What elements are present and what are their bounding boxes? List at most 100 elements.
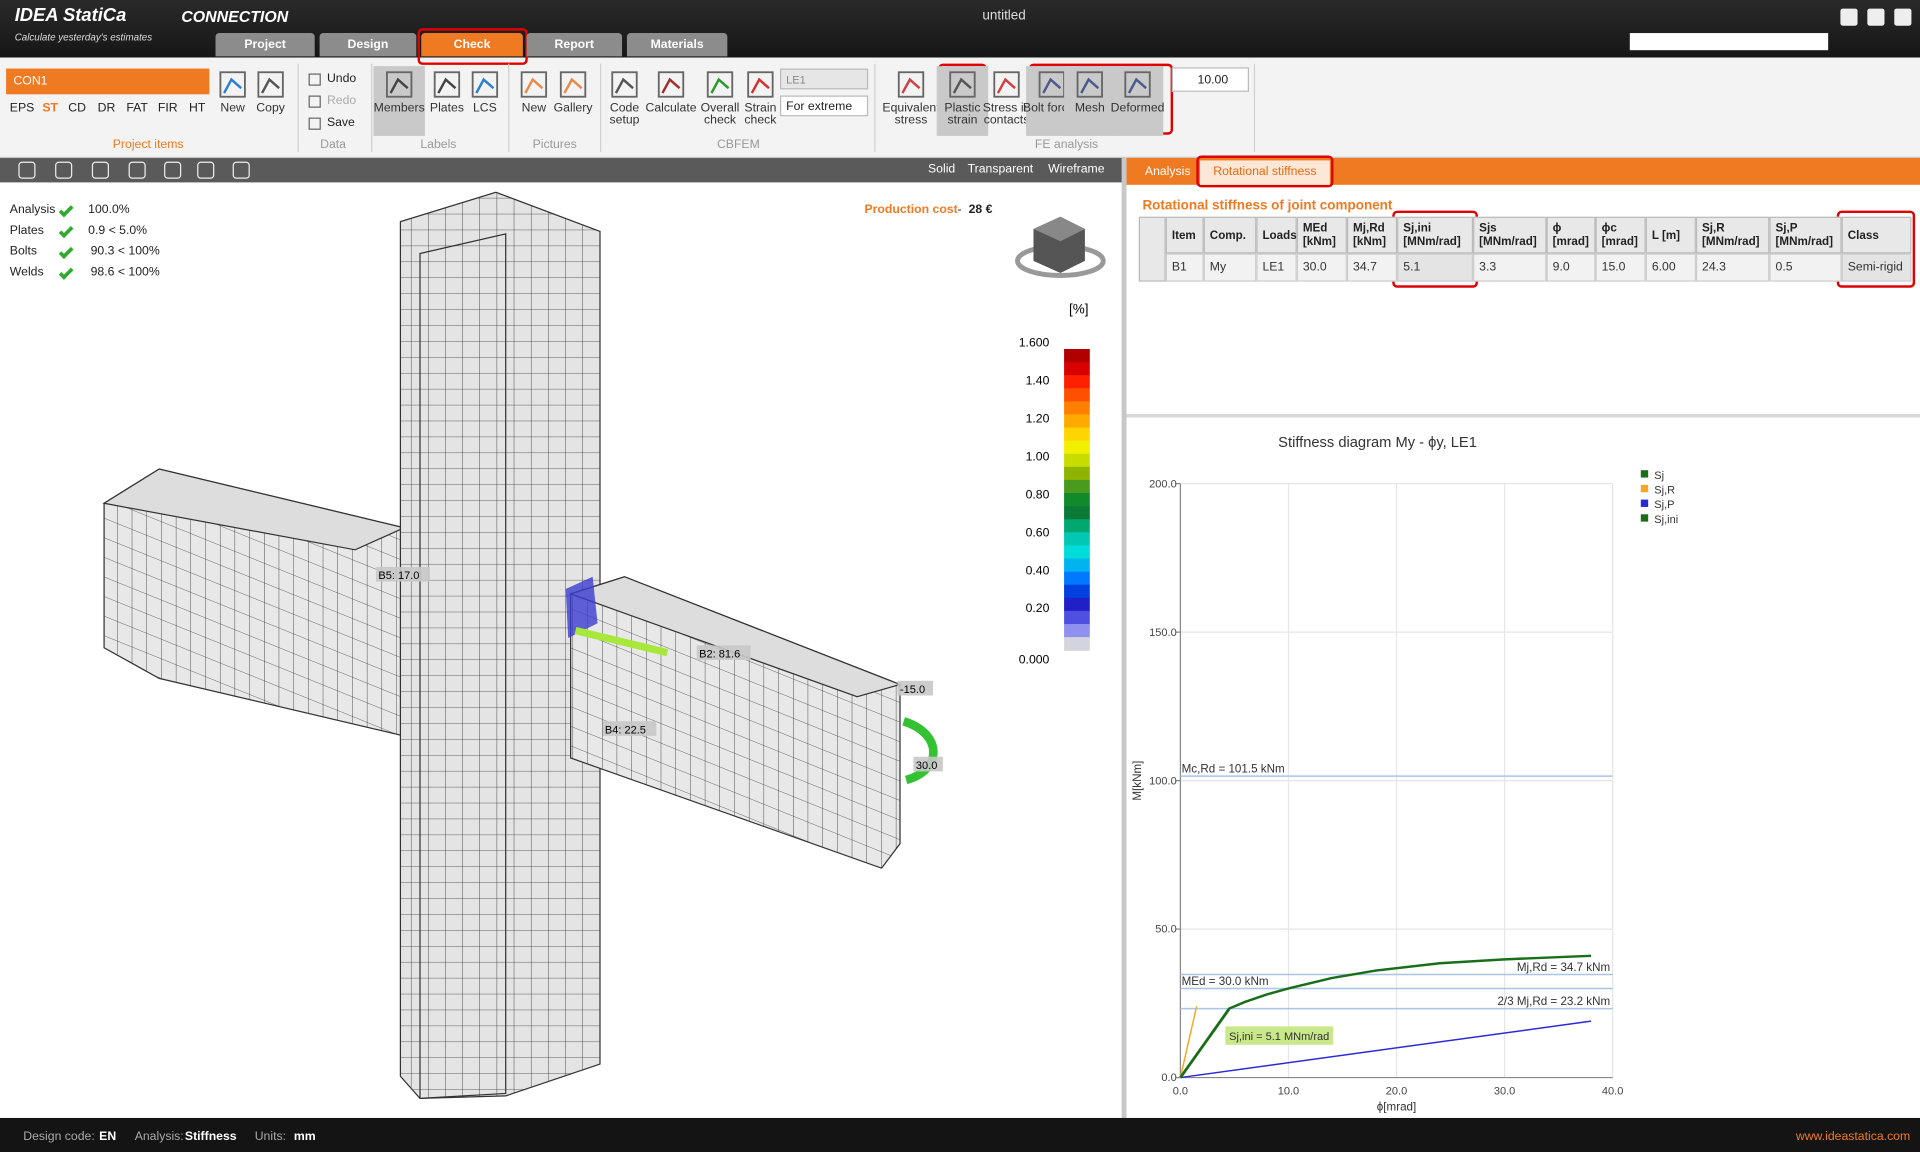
panel-tab-active[interactable]: Rotational stiffness [1200,160,1330,185]
ribbon-button[interactable]: Stress in contacts [982,101,1031,128]
menu-tab[interactable]: Materials [626,33,728,57]
view-tool[interactable] [232,161,250,179]
project-type[interactable]: HT [188,101,206,116]
project-type[interactable]: ST [42,101,59,116]
view-tool[interactable] [197,161,215,179]
ribbon-button[interactable]: Plates [429,101,464,116]
maximize-button[interactable] [1867,8,1885,26]
data-icon [308,73,321,86]
table-header-cell: Class [1841,216,1912,254]
table-cell: 3.3 [1473,253,1547,282]
project-selector[interactable]: CON1 [6,68,210,95]
icon-glyph [437,77,457,94]
x-tick-label: 20.0 [1386,1086,1407,1098]
annotation-bg [1225,1026,1334,1045]
ribbon-group-label: Data [320,138,346,152]
button-icon [471,71,499,98]
button-active-bg [1064,66,1116,136]
menu-tab[interactable]: Report [526,33,623,57]
ribbon-button[interactable]: LCS [472,101,497,116]
ribbon-button[interactable]: Equivalent stress [882,101,940,128]
button-icon [657,71,685,98]
ribbon-button[interactable]: Code setup [609,101,640,128]
data-button[interactable]: Redo [326,94,357,108]
view-mode[interactable]: Wireframe [1048,162,1105,177]
menu-tab[interactable]: Check [421,33,523,57]
member-label-text: B5: 17.0 [378,570,419,582]
icon-frame [1038,71,1066,98]
button-icon [1124,71,1151,98]
ribbon-button[interactable]: Calculate [645,101,697,116]
view-mode[interactable]: Transparent [967,162,1034,177]
project-type[interactable]: EPS [9,101,35,116]
icon-frame [657,71,685,98]
menu-tab[interactable]: Design [319,33,417,57]
ribbon-button[interactable]: Members [373,101,425,116]
ribbon-button[interactable]: New [521,101,547,116]
reference-label: Mj,Rd = 34.7 kNm [1517,961,1610,974]
ribbon-button[interactable]: Plastic strain [944,101,981,128]
check-value: 0.9 < 5.0% [88,224,148,238]
member-label-bg [375,566,430,582]
icon-frame [1124,71,1151,98]
status-text: Stiffness [184,1130,237,1144]
member-label-bg [897,680,934,696]
icon-frame [219,71,246,98]
data-button[interactable]: Undo [326,72,357,86]
view-tool[interactable] [164,161,182,179]
ribbon-button[interactable]: Strain check [744,101,777,128]
check-value: 90.3 < 100% [90,244,160,259]
icon-frame [897,71,925,98]
ribbon-button[interactable]: Copy [256,101,285,116]
member-label: B4: 22.5 [602,721,657,736]
panel-tab[interactable]: Analysis [1144,165,1191,179]
table-cell: 9.0 [1546,253,1596,282]
close-button[interactable] [1894,8,1912,26]
minimize-button[interactable] [1840,8,1858,26]
project-type[interactable]: DR [97,101,116,116]
ribbon-button[interactable]: Mesh [1074,101,1105,116]
production-cost-separator: - [957,203,962,217]
stiffness-chart: Stiffness diagram My - ϕy, LE1 0.0 10.0 20.… [1131,435,1678,1114]
icon-frame [386,71,413,98]
legend-swatch [1064,637,1090,651]
ribbon-separator [600,63,602,152]
project-type[interactable]: CD [68,101,86,116]
ribbon-button[interactable]: Overall check [700,101,740,128]
member-label-text: -15.0 [900,684,925,696]
ribbon-button[interactable]: Deformed [1110,101,1165,116]
status-website[interactable]: www.ideastatica.com [1795,1130,1911,1144]
series-line [1179,954,1592,1079]
table-header-cell: Sj,R [MNm/rad] [1695,216,1770,254]
view-tool[interactable] [18,161,36,179]
menu-tab[interactable]: Project [215,33,315,57]
legend-swatch [1064,558,1090,573]
ribbon-button[interactable]: Gallery [553,101,593,116]
check-value: 98.6 < 100% [90,265,160,280]
reference-label: 2/3 Mj,Rd = 23.2 kNm [1497,995,1610,1008]
project-type[interactable]: FIR [157,101,178,116]
view-mode[interactable]: Solid [928,162,956,177]
button-icon [897,71,925,98]
x-tick-label: 0.0 [1173,1086,1188,1098]
table-header-cell: Item [1165,216,1204,254]
view-tool[interactable] [55,161,73,179]
load-case-dropdown[interactable]: LE1 [780,68,869,90]
bolt-force-arrow [574,627,669,657]
button-icon [949,71,976,98]
mode-dropdown[interactable]: For extreme [780,95,869,117]
scale-input[interactable]: 10.00 [1171,67,1249,92]
data-button[interactable]: Save [326,116,355,130]
legend-label: 0.40 [1026,563,1050,577]
search-box[interactable] [1629,33,1829,51]
production-cost-value: 28 € [968,203,993,217]
button-icon [559,71,587,98]
legend-swatch [1064,348,1090,363]
project-type[interactable]: FAT [126,101,148,116]
legend-swatch [1064,427,1090,442]
ribbon-button[interactable]: New [220,101,245,116]
view-tool[interactable] [128,161,146,179]
table-cell: B1 [1165,253,1204,282]
view-tool[interactable] [91,161,109,179]
